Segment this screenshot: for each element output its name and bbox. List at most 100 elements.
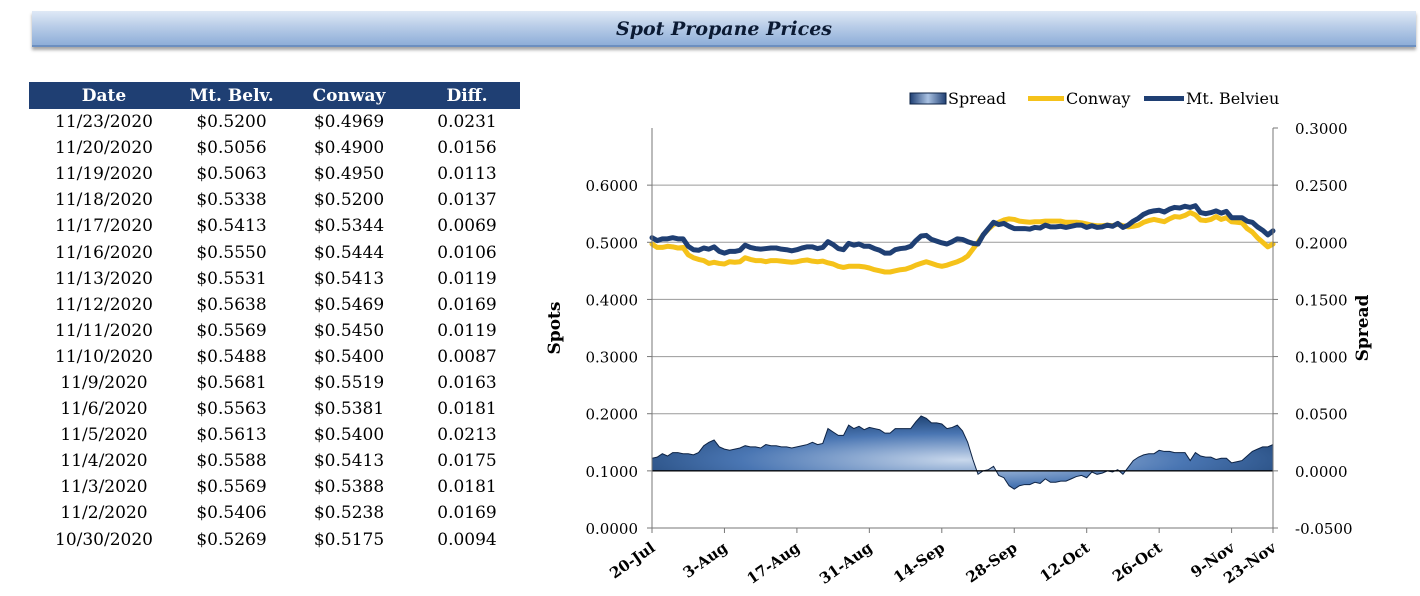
table-row: 11/11/2020 $0.5569 $0.5450 0.0119	[29, 318, 520, 344]
spread-area	[651, 415, 1274, 490]
legend: Spread Conway Mt. Belvieu	[909, 89, 1279, 108]
mt-belvieu-cell: $0.5269	[196, 529, 267, 550]
legend-label: Mt. Belvieu	[1186, 89, 1279, 108]
diff-cell: 0.0181	[437, 477, 497, 498]
conway-cell: $0.5413	[313, 268, 385, 289]
conway-cell: $0.4900	[313, 138, 385, 159]
date-cell: 11/19/2020	[55, 164, 153, 185]
date-cell: 11/16/2020	[55, 242, 153, 263]
mt-belvieu-cell: $0.5531	[196, 268, 267, 289]
y2-tick-label: 0.3000	[1295, 120, 1348, 138]
conway-cell: $0.5444	[313, 242, 385, 263]
x-tick-label: 31-Aug	[816, 538, 876, 588]
table-row: 11/13/2020 $0.5531 $0.5413 0.0119	[29, 266, 520, 292]
y2-tick-label: 0.2000	[1295, 234, 1348, 252]
x-tick-label: 14-Sep	[890, 539, 948, 587]
mt-belvieu-cell: $0.5056	[196, 138, 267, 159]
mt-belvieu-cell: $0.5338	[196, 190, 267, 211]
date-cell: 11/20/2020	[55, 138, 153, 159]
conway-cell: $0.5175	[313, 529, 385, 550]
spot-propane-chart: 0.0000 0.1000 0.2000 0.3000 0.4000 0.5000 0.60…	[545, 89, 1373, 588]
diff-cell: 0.0175	[437, 451, 497, 472]
mt-belvieu-cell: $0.5569	[196, 320, 267, 341]
date-cell: 10/30/2020	[55, 529, 153, 550]
mt-belvieu-cell: $0.5413	[196, 216, 267, 237]
y2-tick-label: 0.1500	[1295, 291, 1348, 309]
diff-cell: 0.0181	[437, 399, 497, 420]
table-row: 11/18/2020 $0.5338 $0.5200 0.0137	[29, 187, 520, 213]
date-cell: 11/17/2020	[55, 216, 153, 237]
mt-belvieu-cell: $0.5406	[196, 503, 267, 524]
legend-swatch-spread	[909, 92, 947, 105]
date-cell: 11/18/2020	[55, 190, 153, 211]
x-tick-label: 3-Aug	[680, 538, 731, 582]
conway-cell: $0.5388	[313, 477, 385, 498]
title-banner: Spot Propane Prices	[32, 11, 1416, 47]
mt-belvieu-cell: $0.5588	[196, 451, 267, 472]
table-row: 11/10/2020 $0.5488 $0.5400 0.0087	[29, 344, 520, 370]
y2-tick-label: 0.0000	[1295, 463, 1348, 481]
price-table: Date Mt. Belv. Conway Diff. 11/23/2020 $0.52…	[29, 82, 520, 553]
diff-cell: 0.0106	[437, 242, 497, 263]
plot-area	[649, 203, 1276, 490]
mt-belvieu-line	[649, 203, 1276, 256]
x-tick-label: 17-Aug	[744, 538, 804, 588]
table-row: 11/12/2020 $0.5638 $0.5469 0.0169	[29, 292, 520, 318]
diff-cell: 0.0213	[437, 425, 497, 446]
mt-belvieu-cell: $0.5569	[196, 477, 267, 498]
date-cell: 11/5/2020	[60, 425, 148, 446]
y-axis-title: Spots	[545, 302, 565, 355]
x-tick-label: 20-Jul	[606, 538, 658, 582]
date-cell: 11/2/2020	[60, 503, 148, 524]
x-tick-label: 12-Oct	[1037, 538, 1093, 585]
conway-cell: $0.5413	[313, 451, 385, 472]
table-row: 11/19/2020 $0.5063 $0.4950 0.0113	[29, 161, 520, 187]
column-header: Mt. Belv.	[179, 82, 284, 109]
table-row: 11/4/2020 $0.5588 $0.5413 0.0175	[29, 448, 520, 474]
column-header: Conway	[284, 82, 414, 109]
date-cell: 11/10/2020	[55, 346, 153, 367]
y-tick-label: 0.3000	[586, 349, 639, 367]
mt-belvieu-cell: $0.5550	[196, 242, 267, 263]
mt-belvieu-cell: $0.5200	[196, 112, 267, 133]
y2-tick-label: 0.1000	[1295, 349, 1348, 367]
legend-label: Spread	[948, 89, 1006, 108]
conway-cell: $0.4969	[313, 112, 385, 133]
table-row: 11/5/2020 $0.5613 $0.5400 0.0213	[29, 422, 520, 448]
table-row: 11/20/2020 $0.5056 $0.4900 0.0156	[29, 135, 520, 161]
conway-cell: $0.5400	[313, 346, 385, 367]
y-tick-label: 0.4000	[586, 291, 639, 309]
y-tick-label: 0.6000	[586, 177, 639, 195]
date-cell: 11/9/2020	[60, 372, 148, 393]
diff-cell: 0.0137	[437, 190, 497, 211]
conway-cell: $0.5400	[313, 425, 385, 446]
x-tick-label: 28-Sep	[963, 539, 1021, 587]
date-cell: 11/11/2020	[55, 320, 153, 341]
page-title: Spot Propane Prices	[615, 18, 833, 40]
price-table-body: 11/23/2020 $0.5200 $0.4969 0.0231 11/20/2020…	[29, 109, 520, 553]
diff-cell: 0.0169	[437, 294, 497, 315]
legend-label: Conway	[1066, 89, 1130, 108]
date-cell: 11/6/2020	[60, 399, 148, 420]
table-row: 11/16/2020 $0.5550 $0.5444 0.0106	[29, 239, 520, 265]
diff-cell: 0.0119	[437, 268, 497, 289]
diff-cell: 0.0156	[437, 138, 497, 159]
diff-cell: 0.0094	[437, 529, 497, 550]
conway-cell: $0.5238	[313, 503, 385, 524]
date-cell: 11/12/2020	[55, 294, 153, 315]
conway-cell: $0.5519	[313, 372, 385, 393]
y-tick-label: 0.2000	[586, 406, 639, 424]
table-row: 10/30/2020 $0.5269 $0.5175 0.0094	[29, 527, 520, 553]
price-table-header: Date Mt. Belv. Conway Diff.	[29, 82, 520, 109]
mt-belvieu-cell: $0.5681	[196, 372, 267, 393]
table-row: 11/2/2020 $0.5406 $0.5238 0.0169	[29, 500, 520, 526]
y-tick-label: 0.1000	[586, 463, 639, 481]
mt-belvieu-cell: $0.5638	[196, 294, 267, 315]
mt-belvieu-cell: $0.5488	[196, 346, 267, 367]
conway-line	[649, 210, 1276, 275]
y-tick-label: 0.5000	[586, 234, 639, 252]
table-row: 11/17/2020 $0.5413 $0.5344 0.0069	[29, 213, 520, 239]
mt-belvieu-cell: $0.5063	[196, 164, 267, 185]
y-tick-label: 0.0000	[586, 520, 639, 538]
table-row: 11/3/2020 $0.5569 $0.5388 0.0181	[29, 474, 520, 500]
